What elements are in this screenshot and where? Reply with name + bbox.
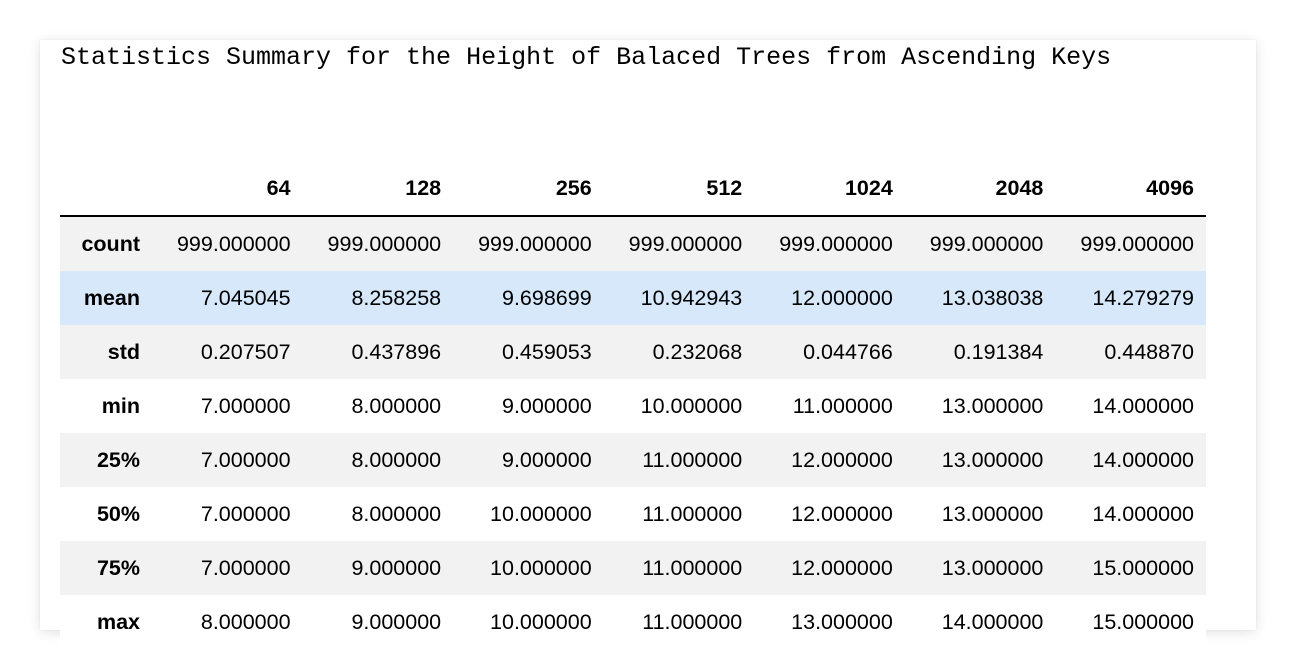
table-cell: 7.045045 xyxy=(200,285,291,310)
table-cell: 12.000000 xyxy=(791,285,893,310)
row-label: 25% xyxy=(96,447,140,472)
table-cell: 9.000000 xyxy=(502,447,592,472)
table-row: min 7.000000 8.000000 9.000000 10.000000… xyxy=(60,379,1206,433)
table-cell: 14.000000 xyxy=(941,609,1044,634)
table-cell: 10.000000 xyxy=(490,501,592,526)
table-cell: 12.000000 xyxy=(791,555,893,580)
row-label: mean xyxy=(83,285,140,310)
table-cell: 999.000000 xyxy=(1080,231,1194,256)
table-row: mean 7.045045 8.258258 9.698699 10.94294… xyxy=(60,271,1206,325)
table-cell: 15.000000 xyxy=(1092,555,1194,580)
row-label: max xyxy=(96,609,140,634)
table-title: Statistics Summary for the Height of Bal… xyxy=(61,43,1112,72)
table-cell: 9.000000 xyxy=(351,609,442,634)
table-cell: 13.000000 xyxy=(941,501,1044,526)
table-cell: 10.942943 xyxy=(640,285,743,310)
column-header: 128 xyxy=(302,162,454,217)
row-label: min xyxy=(101,393,140,418)
table-row: max 8.000000 9.000000 10.000000 11.00000… xyxy=(60,595,1206,649)
table-cell: 0.044766 xyxy=(803,339,893,364)
table-cell: 999.000000 xyxy=(478,231,592,256)
table-cell: 10.000000 xyxy=(490,555,592,580)
table-cell: 14.279279 xyxy=(1092,285,1194,310)
table-cell: 13.000000 xyxy=(941,555,1044,580)
table-cell: 999.000000 xyxy=(929,231,1044,256)
table-cell: 12.000000 xyxy=(791,447,893,472)
table-cell: 11.000000 xyxy=(642,609,743,634)
table-cell: 11.000000 xyxy=(642,555,743,580)
table-cell: 14.000000 xyxy=(1092,501,1194,526)
table-cell: 8.000000 xyxy=(351,393,442,418)
table-cell: 0.232068 xyxy=(652,339,743,364)
table-cell: 8.258258 xyxy=(351,285,442,310)
table-cell: 7.000000 xyxy=(200,555,291,580)
column-header: 1024 xyxy=(754,162,905,217)
table-row: 25% 7.000000 8.000000 9.000000 11.000000… xyxy=(60,433,1206,487)
table-cell: 9.000000 xyxy=(351,555,442,580)
table-cell: 8.000000 xyxy=(351,447,442,472)
output-card: Statistics Summary for the Height of Bal… xyxy=(40,40,1256,649)
column-header: 256 xyxy=(453,162,604,217)
table-cell: 15.000000 xyxy=(1092,609,1194,634)
table-cell: 7.000000 xyxy=(200,447,291,472)
table-cell: 14.000000 xyxy=(1092,393,1194,418)
table-cell: 999.000000 xyxy=(628,231,743,256)
table-cell: 0.437896 xyxy=(351,339,442,364)
column-header: 512 xyxy=(603,162,755,217)
table-cell: 13.000000 xyxy=(941,393,1044,418)
table-cell: 8.000000 xyxy=(351,501,442,526)
column-header: 2048 xyxy=(904,162,1056,217)
table-row: 50% 7.000000 8.000000 10.000000 11.00000… xyxy=(60,487,1206,541)
table-row: 75% 7.000000 9.000000 10.000000 11.00000… xyxy=(60,541,1206,595)
table-cell: 11.000000 xyxy=(642,501,743,526)
row-label: 50% xyxy=(96,501,140,526)
table-cell: 0.448870 xyxy=(1104,339,1194,364)
column-header-index xyxy=(60,162,152,217)
table-cell: 0.191384 xyxy=(953,339,1044,364)
table-header-row: 64 128 256 512 1024 2048 4096 xyxy=(60,162,1206,217)
table-cell: 0.459053 xyxy=(502,339,592,364)
table-cell: 999.000000 xyxy=(327,231,442,256)
table-cell: 13.000000 xyxy=(791,609,893,634)
column-header: 64 xyxy=(152,162,303,217)
table-cell: 999.000000 xyxy=(176,231,291,256)
table-cell: 13.000000 xyxy=(941,447,1044,472)
table-cell: 11.000000 xyxy=(792,393,893,418)
table-cell: 12.000000 xyxy=(791,501,893,526)
table-cell: 13.038038 xyxy=(941,285,1044,310)
table-cell: 8.000000 xyxy=(200,609,291,634)
table-cell: 10.000000 xyxy=(490,609,592,634)
table-cell: 14.000000 xyxy=(1092,447,1194,472)
table-cell: 10.000000 xyxy=(640,393,743,418)
table-cell: 9.000000 xyxy=(502,393,592,418)
table-cell: 999.000000 xyxy=(779,231,893,256)
row-label: count xyxy=(81,231,140,256)
table-cell: 7.000000 xyxy=(200,393,291,418)
table-cell: 7.000000 xyxy=(200,501,291,526)
table-cell: 9.698699 xyxy=(502,285,592,310)
statistics-table: 64 128 256 512 1024 2048 4096 count 999.… xyxy=(60,162,1206,649)
table-cell: 11.000000 xyxy=(642,447,743,472)
row-label: 75% xyxy=(96,555,140,580)
column-header: 4096 xyxy=(1055,162,1206,217)
table-row: count 999.000000 999.000000 999.000000 9… xyxy=(60,216,1206,271)
table-cell: 0.207507 xyxy=(200,339,291,364)
row-label: std xyxy=(107,339,140,364)
table-row: std 0.207507 0.437896 0.459053 0.232068 … xyxy=(60,325,1206,379)
